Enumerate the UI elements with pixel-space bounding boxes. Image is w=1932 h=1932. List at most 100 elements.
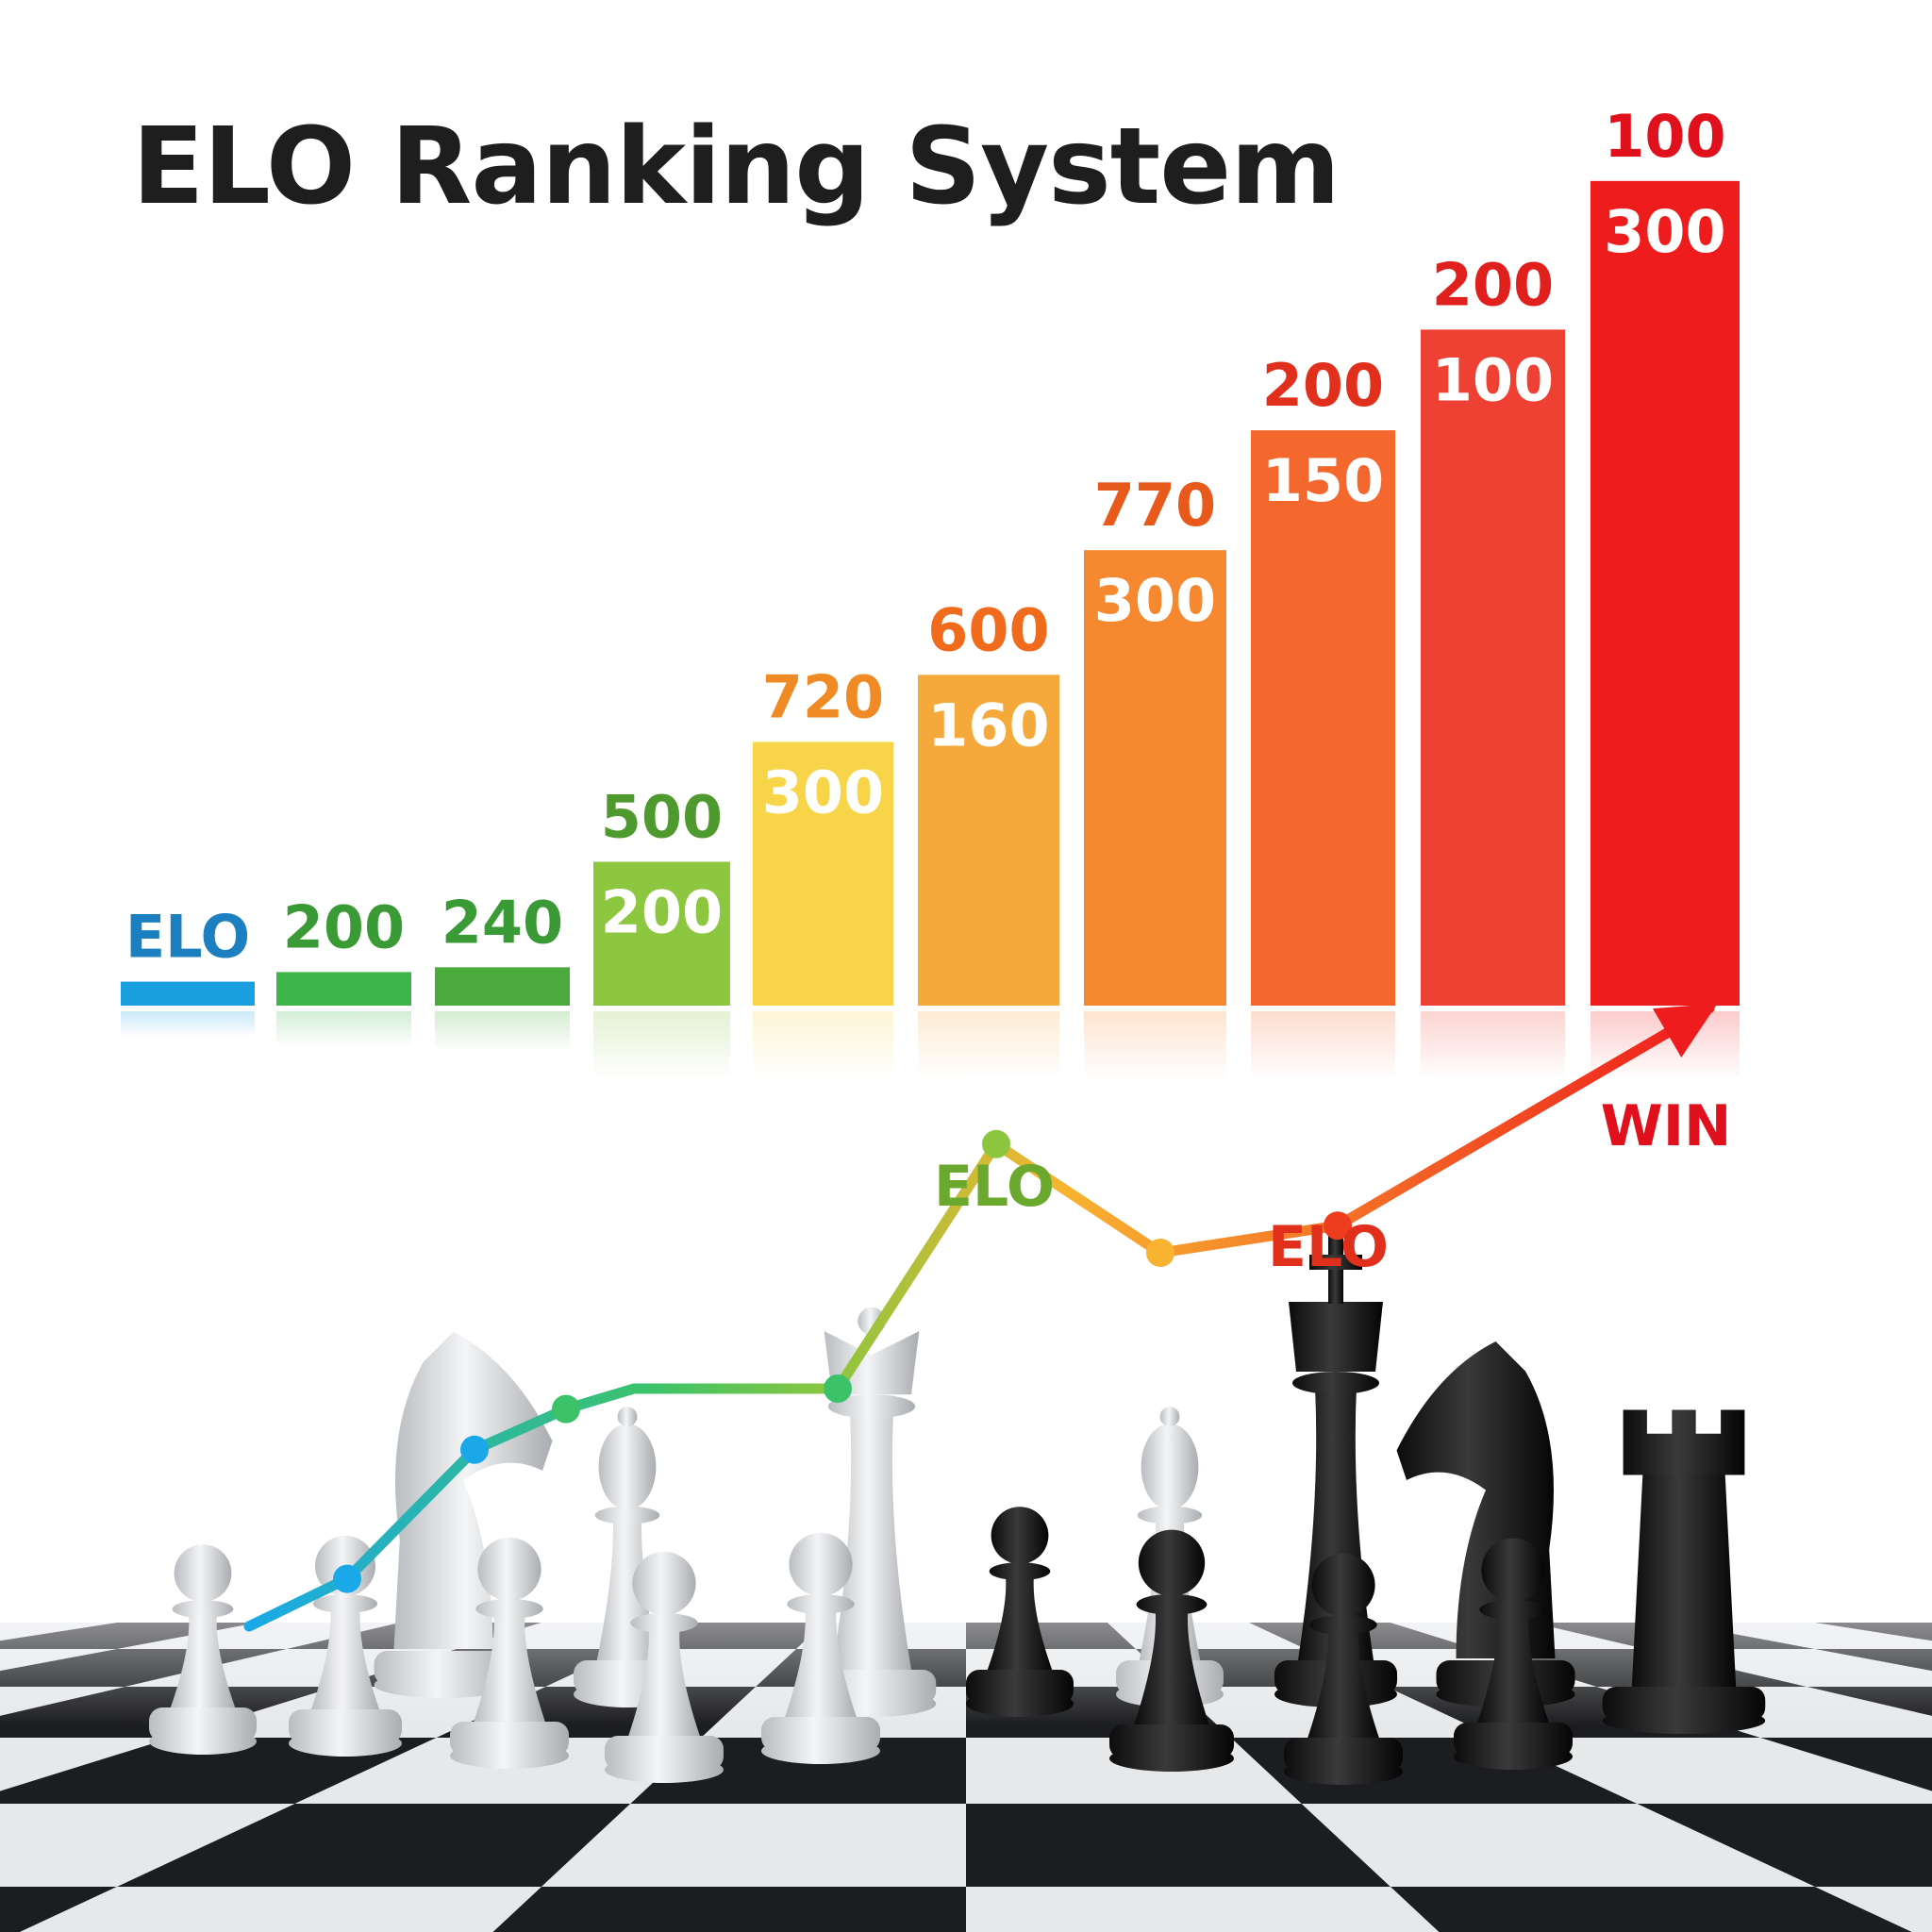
bar-top-label: 500 xyxy=(601,783,723,852)
piece-base-ring xyxy=(966,1670,1074,1704)
board-square xyxy=(1391,1887,1912,1932)
board-square xyxy=(1760,1738,1932,1791)
pawn-collar xyxy=(989,1562,1051,1581)
pawn-collar xyxy=(630,1612,698,1633)
bar-top-label: 200 xyxy=(1432,250,1554,319)
chess-pieces xyxy=(149,1236,1766,1785)
bar-series: ELO 200 240 500 200 720 300 600 160 770 300 200 150 2… xyxy=(119,102,1741,1079)
trend-annotation: ELO xyxy=(934,1154,1055,1220)
king-cross-h xyxy=(1309,1255,1362,1270)
rook-battlement xyxy=(1623,1409,1745,1475)
bar-top-label: 240 xyxy=(441,888,563,957)
pawn-head xyxy=(632,1551,696,1615)
board-square xyxy=(966,1887,1440,1932)
bishop-finial xyxy=(617,1407,638,1427)
piece-base-ring xyxy=(1109,1724,1234,1758)
bar-reflection-fade xyxy=(916,1011,1061,1079)
piece-base-ring xyxy=(1284,1738,1403,1772)
pawn-collar xyxy=(1309,1614,1377,1635)
bar-reflection-fade xyxy=(1249,1011,1397,1079)
board-square xyxy=(0,1887,117,1932)
king-crown xyxy=(1289,1302,1383,1372)
bishop-finial xyxy=(1159,1407,1180,1427)
piece-base-ring xyxy=(761,1717,880,1751)
piece-base-ring xyxy=(149,1707,257,1741)
pawn-body xyxy=(785,1606,857,1717)
bar-reflection-fade xyxy=(751,1011,895,1079)
trend-point xyxy=(1146,1239,1174,1267)
bar xyxy=(1084,550,1226,1006)
bar-reflection-fade xyxy=(1082,1011,1228,1079)
trend-path xyxy=(243,1003,1715,1632)
pawn-collar xyxy=(1136,1593,1208,1615)
bar-inner-label: 100 xyxy=(1432,345,1554,414)
bar-top-label: 200 xyxy=(1262,351,1384,420)
trend-annotation: ELO xyxy=(1268,1214,1389,1280)
board-square xyxy=(117,1804,631,1887)
pawn-body xyxy=(628,1624,700,1736)
bar xyxy=(1251,430,1395,1006)
board-square xyxy=(492,1887,966,1932)
bar xyxy=(121,981,255,1006)
pawn-collar xyxy=(313,1594,377,1613)
trend-arrowhead xyxy=(1652,1003,1718,1058)
pawn-body xyxy=(170,1610,236,1707)
bar-top-label: 200 xyxy=(283,892,405,961)
pawn-body xyxy=(1134,1607,1209,1724)
bar-reflection-fade xyxy=(275,1011,413,1047)
knight-body xyxy=(393,1332,553,1649)
piece-base-ring xyxy=(605,1736,724,1770)
bar-reflection-fade xyxy=(433,1011,572,1052)
board-square xyxy=(0,1738,172,1791)
bar-top-label: 770 xyxy=(1094,471,1216,540)
page-title: ELO Ranking System xyxy=(132,106,1341,228)
pawn-collar xyxy=(475,1598,543,1619)
trend-point xyxy=(552,1394,580,1424)
board-square xyxy=(1815,1887,1932,1932)
pawn-head xyxy=(477,1537,541,1601)
pawn-body xyxy=(311,1606,379,1709)
bishop-collar xyxy=(594,1506,660,1524)
pawn-collar xyxy=(172,1600,234,1619)
pawn-collar xyxy=(787,1593,855,1614)
trend-point xyxy=(460,1435,489,1464)
trend-point xyxy=(824,1374,852,1403)
piece-base-ring xyxy=(374,1651,513,1685)
trend-point xyxy=(333,1564,361,1593)
bar-inner-label: 300 xyxy=(1604,197,1725,266)
pawn-body xyxy=(987,1573,1053,1670)
bar-reflection-fade xyxy=(119,1011,257,1038)
trend-annotation: WIN xyxy=(1601,1093,1732,1159)
board-square xyxy=(1637,1804,1932,1887)
board-square xyxy=(1301,1804,1815,1887)
bar xyxy=(593,861,730,1006)
board-square xyxy=(0,1804,295,1887)
rook-body xyxy=(1631,1474,1737,1687)
pawn-head xyxy=(1311,1553,1375,1617)
bishop-mitre xyxy=(1141,1424,1199,1510)
pawn-head xyxy=(991,1507,1049,1564)
bar-reflection-fade xyxy=(591,1011,732,1079)
bar-top-label: 600 xyxy=(927,595,1049,664)
board-square xyxy=(966,1804,1391,1887)
pawn-collar xyxy=(1479,1599,1547,1620)
bar-reflection-fade xyxy=(1419,1011,1567,1079)
piece-base-ring xyxy=(1454,1723,1573,1757)
bar xyxy=(276,972,411,1006)
trend-line: ELO ELO WIN xyxy=(243,1003,1732,1632)
queen-body xyxy=(832,1410,911,1670)
trend-point xyxy=(982,1129,1010,1158)
pawn-body xyxy=(474,1610,545,1722)
trend-point xyxy=(1324,1211,1352,1241)
piece-base-ring xyxy=(450,1722,569,1756)
pawn-body xyxy=(1477,1611,1549,1723)
bar-top-label: 720 xyxy=(762,662,884,731)
bar xyxy=(1421,329,1565,1006)
pawn-head xyxy=(174,1544,232,1602)
board-square xyxy=(294,1738,702,1804)
bar-inner-label: 160 xyxy=(927,691,1049,759)
bar-inner-label: 300 xyxy=(1094,566,1216,635)
bishop-mitre xyxy=(598,1424,657,1510)
board-square xyxy=(20,1887,541,1932)
